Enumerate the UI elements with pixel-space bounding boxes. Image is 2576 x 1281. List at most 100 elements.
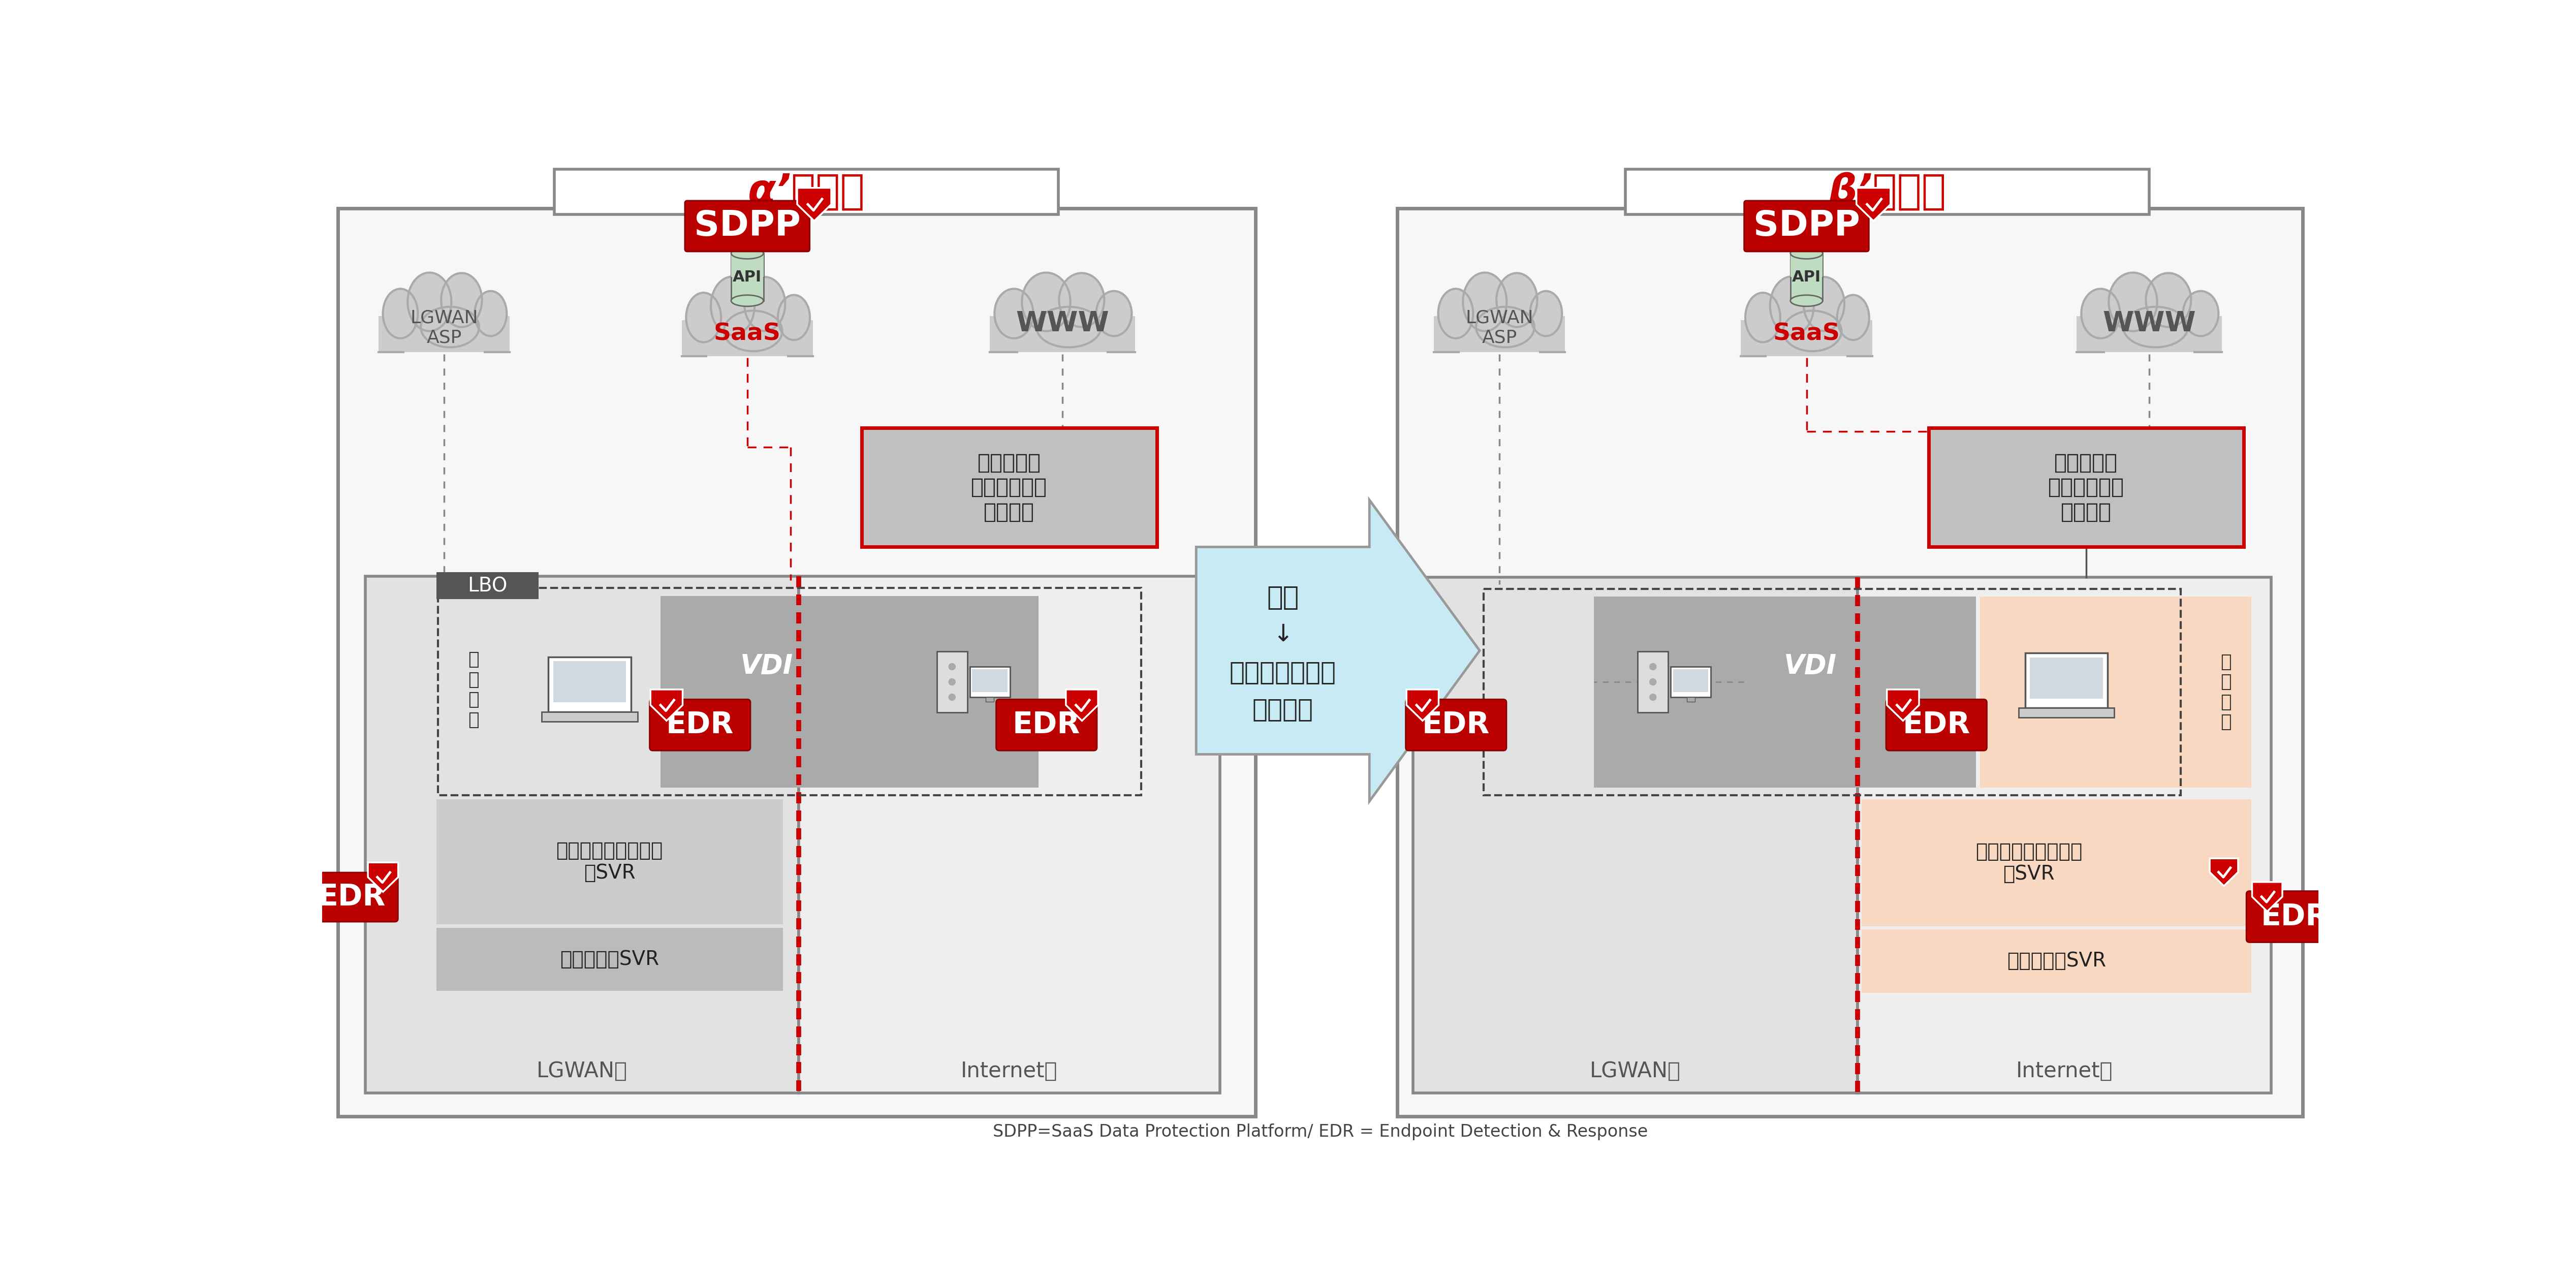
Circle shape xyxy=(948,678,956,685)
Bar xyxy=(1981,597,2251,788)
FancyBboxPatch shape xyxy=(2020,707,2115,717)
Bar xyxy=(1396,209,2303,1116)
FancyBboxPatch shape xyxy=(1406,699,1507,751)
Ellipse shape xyxy=(1783,311,1842,351)
Bar xyxy=(2025,653,2107,707)
Text: EDR: EDR xyxy=(317,883,386,912)
Text: EDR: EDR xyxy=(1422,711,1489,739)
Polygon shape xyxy=(2251,883,2282,912)
Bar xyxy=(938,652,969,712)
Bar xyxy=(1929,428,2244,547)
Ellipse shape xyxy=(1803,277,1844,330)
Bar xyxy=(1672,666,1710,697)
Ellipse shape xyxy=(1747,293,1780,342)
Bar xyxy=(1595,597,1976,788)
Bar xyxy=(1862,799,2251,926)
Ellipse shape xyxy=(1497,273,1538,327)
Bar xyxy=(435,927,783,991)
Text: SaaS: SaaS xyxy=(1772,323,1839,345)
Ellipse shape xyxy=(2182,291,2218,336)
Bar xyxy=(987,697,994,702)
Ellipse shape xyxy=(384,288,417,338)
Ellipse shape xyxy=(1097,291,1131,336)
Text: EDR: EDR xyxy=(1012,711,1079,739)
Bar xyxy=(1484,589,2179,796)
Ellipse shape xyxy=(2123,307,2187,347)
Ellipse shape xyxy=(1790,295,1824,306)
Polygon shape xyxy=(2210,858,2239,886)
Text: LGWAN系: LGWAN系 xyxy=(536,1061,629,1082)
Bar xyxy=(799,576,1221,1093)
Bar xyxy=(1638,652,1669,712)
Ellipse shape xyxy=(994,288,1033,338)
Text: 自治体情報
セキュリティ
クラウド: 自治体情報 セキュリティ クラウド xyxy=(2048,452,2125,523)
Ellipse shape xyxy=(1790,247,1824,259)
Bar xyxy=(732,254,762,277)
Text: セキュリティは: セキュリティは xyxy=(1229,660,1337,684)
Text: 自治体情報
セキュリティ
クラウド: 自治体情報 セキュリティ クラウド xyxy=(971,452,1048,523)
Bar xyxy=(1687,697,1695,702)
Text: LGWAN系: LGWAN系 xyxy=(1589,1061,1680,1082)
Bar xyxy=(366,576,799,1093)
Text: 物
理
端
末: 物 理 端 末 xyxy=(469,651,479,729)
FancyBboxPatch shape xyxy=(2246,892,2344,943)
Ellipse shape xyxy=(474,291,507,336)
Ellipse shape xyxy=(1837,295,1870,339)
Ellipse shape xyxy=(1036,307,1100,347)
Text: β’モデル: β’モデル xyxy=(1829,172,1947,211)
Bar xyxy=(554,661,626,702)
Ellipse shape xyxy=(685,293,721,342)
Bar xyxy=(2030,657,2102,698)
FancyBboxPatch shape xyxy=(304,872,399,922)
Bar xyxy=(1741,320,1873,356)
Text: 変更なし: 変更なし xyxy=(1252,697,1314,721)
Text: EDR: EDR xyxy=(2262,902,2329,931)
Ellipse shape xyxy=(732,247,762,259)
Bar xyxy=(1862,929,2251,993)
Bar xyxy=(1790,254,1824,301)
Text: 財務・人事・庁務な
どSVR: 財務・人事・庁務な どSVR xyxy=(556,842,662,883)
Bar xyxy=(1412,576,1857,1093)
Polygon shape xyxy=(1195,500,1479,801)
Ellipse shape xyxy=(1463,273,1507,330)
Bar xyxy=(438,588,1141,796)
Ellipse shape xyxy=(2146,273,2192,327)
Circle shape xyxy=(1649,678,1656,685)
Bar xyxy=(732,254,762,301)
Text: Internet系: Internet系 xyxy=(2017,1061,2112,1082)
Circle shape xyxy=(948,664,956,670)
Bar xyxy=(1435,316,1566,352)
Bar xyxy=(2076,316,2221,352)
Ellipse shape xyxy=(440,273,482,327)
Ellipse shape xyxy=(407,273,451,330)
Text: 内部情報系SVR: 内部情報系SVR xyxy=(559,949,659,968)
Bar xyxy=(969,666,1010,697)
Circle shape xyxy=(948,693,956,701)
Bar xyxy=(435,799,783,925)
Text: VDI: VDI xyxy=(1785,653,1837,679)
Bar xyxy=(683,320,814,356)
Text: SDPP=SaaS Data Protection Platform/ EDR = Endpoint Detection & Response: SDPP=SaaS Data Protection Platform/ EDR … xyxy=(992,1123,1649,1140)
Text: VDI: VDI xyxy=(739,653,793,679)
Ellipse shape xyxy=(1476,307,1535,347)
Ellipse shape xyxy=(724,311,783,351)
Ellipse shape xyxy=(420,307,479,347)
Text: WWW: WWW xyxy=(2102,310,2195,338)
Text: SDPP: SDPP xyxy=(693,209,801,243)
Ellipse shape xyxy=(778,295,809,339)
Polygon shape xyxy=(796,188,832,220)
Bar xyxy=(1672,669,1708,692)
Bar xyxy=(435,573,538,600)
Text: SaaS: SaaS xyxy=(714,323,781,345)
FancyBboxPatch shape xyxy=(1886,699,1986,751)
Bar xyxy=(971,669,1007,692)
Text: WWW: WWW xyxy=(1015,310,1108,338)
Circle shape xyxy=(1649,693,1656,701)
Bar xyxy=(554,169,1059,214)
Ellipse shape xyxy=(1437,288,1473,338)
Polygon shape xyxy=(1406,689,1437,721)
Text: 財務・人事・庁務な
どSVR: 財務・人事・庁務な どSVR xyxy=(1976,842,2081,884)
Text: LGWAN
ASP: LGWAN ASP xyxy=(1466,309,1533,346)
Text: Internet系: Internet系 xyxy=(961,1061,1059,1082)
Text: 内部情報系SVR: 内部情報系SVR xyxy=(2007,952,2107,971)
